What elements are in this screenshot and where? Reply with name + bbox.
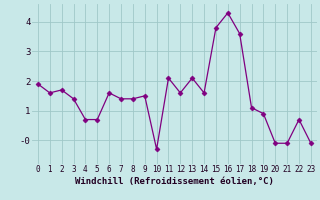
X-axis label: Windchill (Refroidissement éolien,°C): Windchill (Refroidissement éolien,°C): [75, 177, 274, 186]
